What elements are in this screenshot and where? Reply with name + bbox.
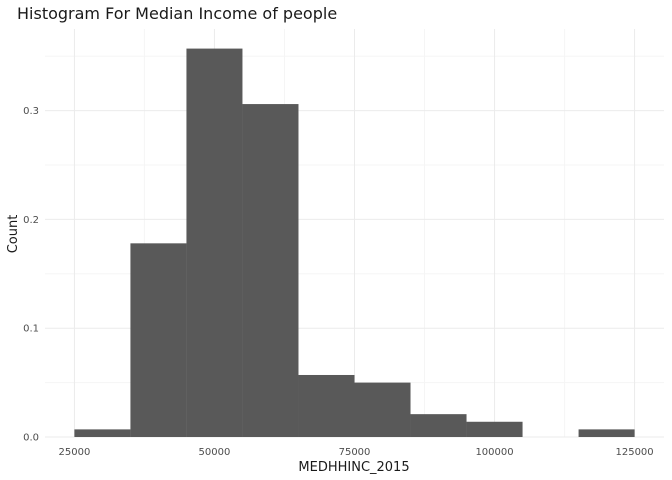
y-tick-label: 0.2 [23,215,39,226]
histogram-bar [578,429,635,437]
x-axis-title: MEDHHINC_2015 [298,460,409,475]
y-tick-label: 0.3 [23,106,39,117]
histogram-bar [130,243,187,437]
x-tick-label: 50000 [199,447,231,458]
x-tick-label: 25000 [59,447,91,458]
x-tick-label: 125000 [615,447,653,458]
y-tick-label: 0.0 [23,433,39,444]
histogram-bar [466,421,523,437]
histogram-bar [186,48,243,438]
chart-title: Histogram For Median Income of people [17,4,338,23]
x-tick-label: 75000 [339,447,371,458]
histogram-bars [74,48,635,438]
histogram-bar [354,382,411,437]
histogram-bar [410,414,467,437]
histogram-bar [242,104,299,438]
y-axis-ticks: 0.0 0.1 0.2 0.3 [23,106,39,443]
histogram-bar [74,429,131,437]
y-axis-title: Count [6,215,21,254]
x-axis-ticks: 25000 50000 75000 100000 125000 [59,447,654,458]
x-tick-label: 100000 [475,447,513,458]
y-tick-label: 0.1 [23,324,39,335]
histogram-bar [298,374,355,437]
